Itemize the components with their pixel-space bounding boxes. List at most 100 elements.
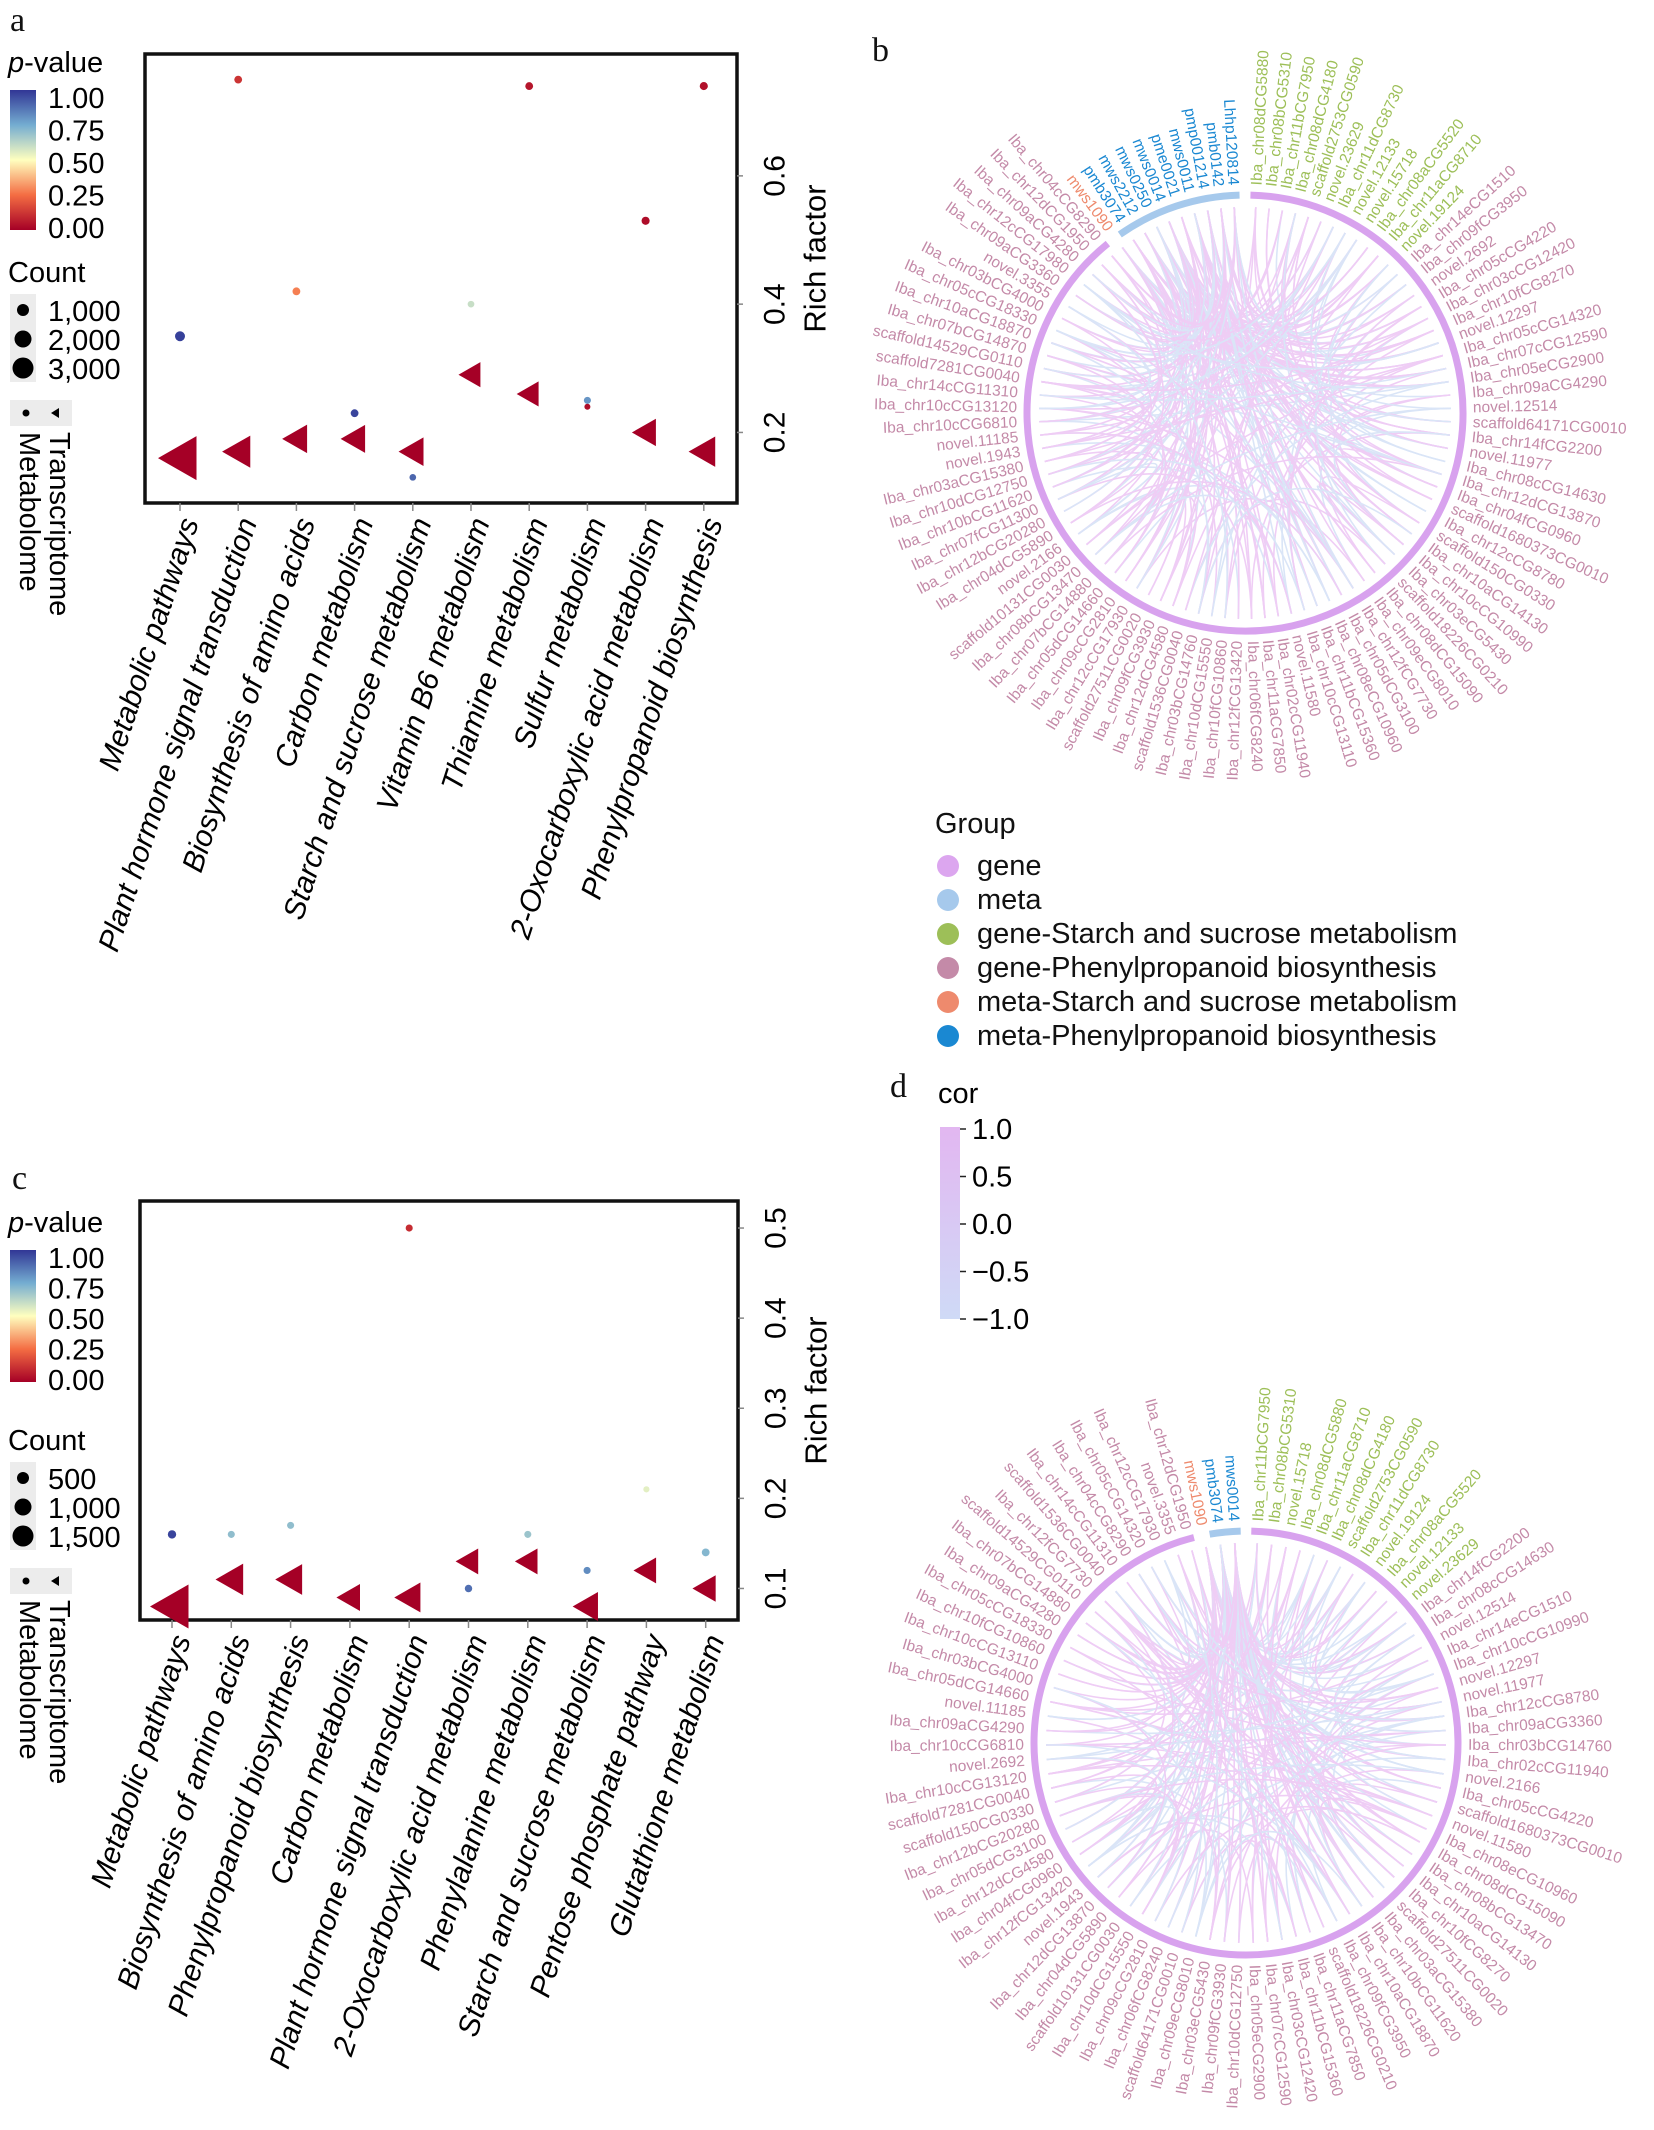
- ring-arc-meta: [1209, 1527, 1241, 1538]
- chord-link: [1154, 1805, 1421, 1922]
- pvalue-tick-label: 1.00: [48, 83, 104, 115]
- count-legend-label: 2,000: [48, 325, 121, 357]
- chord-link: [1041, 354, 1444, 450]
- chord-link: [1039, 407, 1354, 589]
- node-label: Iba_chr03bCG14760: [1468, 1737, 1612, 1755]
- chord-link: [1333, 431, 1450, 546]
- count-legend-dot: [17, 1472, 29, 1484]
- group-legend-item: meta: [935, 883, 1457, 917]
- pvalue-colorbar: [10, 90, 36, 230]
- chord-link: [1075, 232, 1183, 343]
- metabolome-point: [167, 1530, 177, 1539]
- chord-link: [1041, 367, 1145, 450]
- chord-link: [1281, 213, 1396, 556]
- pvalue-tick-label: 0.75: [48, 116, 104, 148]
- node-label: Iba_chr10cCG13120: [874, 396, 1018, 416]
- transcriptome-point: [275, 1564, 303, 1595]
- y-tick-label: 0.2: [759, 412, 792, 454]
- chord-link: [1210, 283, 1407, 617]
- metabolome-point: [525, 82, 534, 90]
- pvalue-tick-label: 0.25: [48, 1335, 104, 1367]
- plot-frame: [138, 1199, 740, 1622]
- metabolome-point: [524, 1530, 532, 1538]
- group-legend-dot: [937, 957, 959, 979]
- transcriptome-point: [398, 437, 424, 466]
- shape-legend-triangle: [51, 1576, 59, 1586]
- chord-link: [1075, 294, 1439, 370]
- chord-link: [1079, 1544, 1273, 1856]
- chord-link: [1039, 239, 1358, 410]
- chord-links: [1046, 1543, 1446, 1943]
- transcriptome-point: [455, 1548, 479, 1575]
- group-legend-item: gene-Phenylpropanoid biosynthesis: [935, 951, 1457, 985]
- cor-colorbar: cor 1.0 0.5 0.0 −0.5 −1.0: [938, 1078, 1029, 1336]
- cor-tick-label: −1.0: [972, 1304, 1029, 1336]
- chord-link: [1050, 1646, 1423, 1715]
- metabolome-point: [583, 1566, 591, 1574]
- group-legend-item: gene-Starch and sucrose metabolism: [935, 917, 1457, 951]
- pvalue-tick-label: 1.00: [48, 1243, 104, 1275]
- chord-link: [1314, 264, 1389, 565]
- count-legend-label: 500: [48, 1464, 96, 1496]
- transcriptome-point: [631, 418, 656, 447]
- metabolome-point: [405, 1224, 413, 1232]
- group-legend-item: gene: [935, 849, 1457, 883]
- chord-link: [1104, 455, 1442, 565]
- chord-link: [1041, 380, 1167, 574]
- chord-link: [1251, 1559, 1329, 1943]
- chord-link: [1097, 1822, 1218, 1940]
- transcriptome-point: [340, 424, 366, 453]
- chord-link: [1163, 1559, 1283, 1940]
- group-legend-label: gene-Starch and sucrose metabolism: [977, 917, 1458, 950]
- group-legend-dot: [937, 1025, 959, 1047]
- chord-link: [1046, 1744, 1351, 1915]
- chord-link: [1156, 226, 1376, 574]
- chord-link: [1136, 498, 1365, 589]
- group-legend-dot: [937, 991, 959, 1013]
- count-legend-label: 1,000: [48, 296, 121, 328]
- chart-a-enrichment: p-value 1.000.750.500.250.00 Count 1,0002,0…: [7, 47, 833, 956]
- chord-link: [1138, 1550, 1211, 1654]
- chord-link: [1094, 407, 1451, 556]
- chord-link: [1041, 216, 1198, 450]
- chord-link: [1054, 1600, 1166, 1803]
- chord-link: [1309, 1573, 1407, 1674]
- node-label: Iba_chr06fCG8240: [1244, 641, 1265, 773]
- count-legend-dot: [12, 1525, 34, 1547]
- metabolome-point: [583, 396, 591, 404]
- chord-link: [1141, 1550, 1212, 1915]
- pvalue-legend-title: p-value: [7, 47, 103, 79]
- metabolome-point: [234, 75, 243, 84]
- chord-link: [1318, 482, 1405, 565]
- chord-link: [1237, 1744, 1446, 1943]
- pvalue-tick-label: 0.00: [48, 1365, 104, 1397]
- pvalue-tick-label: 0.25: [48, 181, 104, 213]
- chord-link: [1223, 1700, 1442, 1942]
- y-tick-label: 0.5: [760, 1207, 793, 1249]
- node-label: Iba_chr05eCG2900: [1246, 1965, 1268, 2101]
- chord-link: [1083, 283, 1228, 619]
- panel-letter-d: d: [890, 1068, 907, 1105]
- chord-link: [1107, 1715, 1445, 1889]
- chord-link: [1046, 1744, 1433, 1817]
- chord-link: [1046, 354, 1164, 565]
- transcriptome-point: [692, 1575, 716, 1602]
- node-label: Iba_chr10cCG6810: [890, 1737, 1025, 1755]
- chord-link: [1052, 317, 1152, 488]
- chord-link: [1094, 1611, 1298, 1937]
- chord-link: [1104, 1600, 1395, 1878]
- transcriptome-point: [215, 1563, 244, 1596]
- chord-link: [1107, 1659, 1429, 1889]
- pvalue-tick-label: 0.50: [48, 1304, 104, 1336]
- count-legend-title: Count: [8, 257, 85, 289]
- chord-link: [1303, 1581, 1366, 1907]
- transcriptome-point: [222, 435, 251, 468]
- transcriptome-point: [458, 362, 481, 388]
- chord-link: [1118, 1829, 1255, 1943]
- pvalue-tick-label: 0.75: [48, 1274, 104, 1306]
- chord-link: [1046, 1622, 1158, 1733]
- chord-link: [1041, 329, 1435, 392]
- metabolome-point: [227, 1530, 235, 1538]
- count-legend-dot: [12, 357, 34, 379]
- chord-link: [1070, 273, 1165, 524]
